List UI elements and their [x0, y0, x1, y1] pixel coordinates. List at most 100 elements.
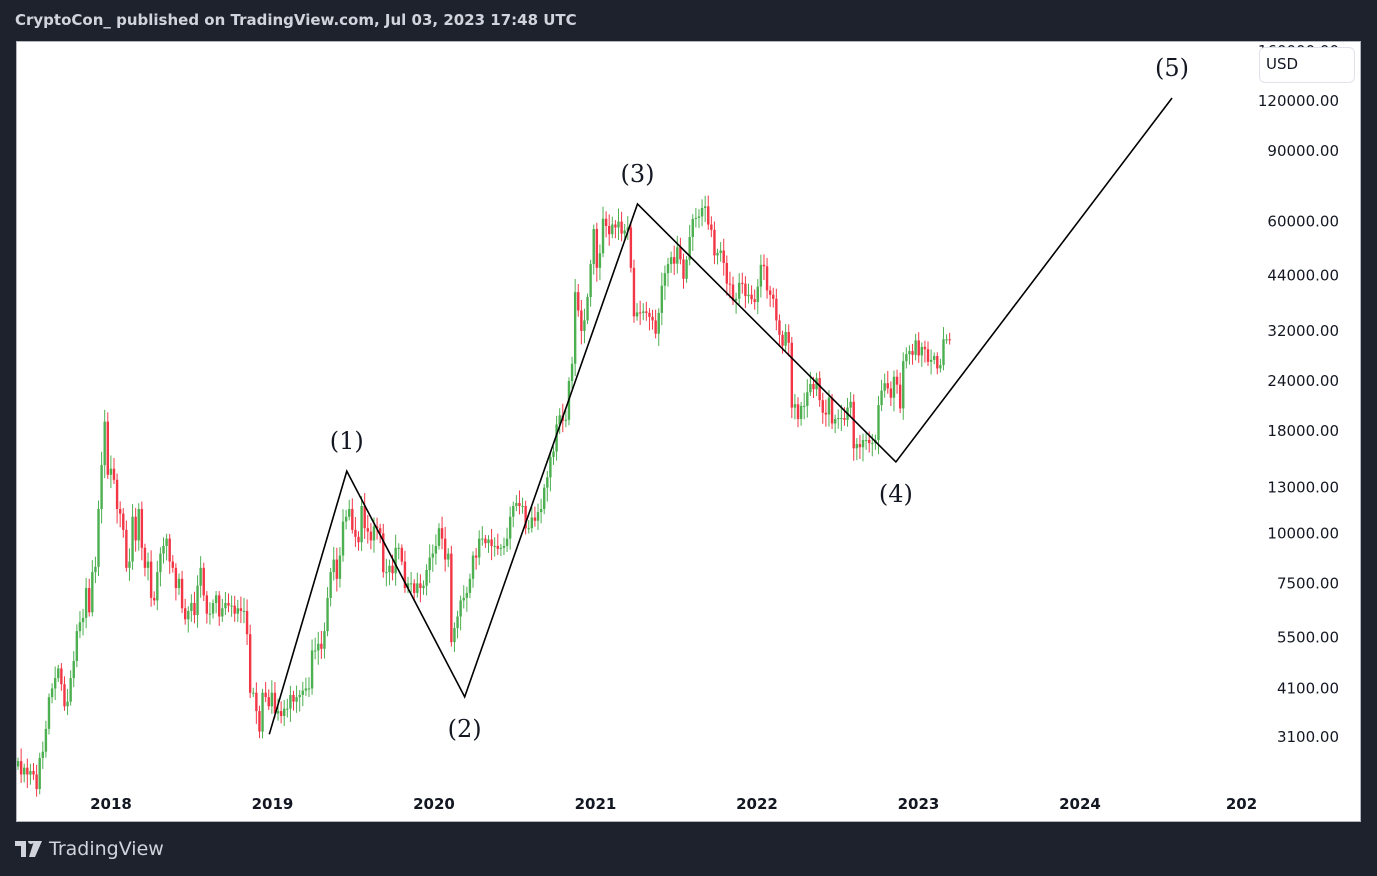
- candle-body: [474, 555, 478, 558]
- candle-body: [803, 405, 806, 407]
- candle-body: [784, 332, 787, 346]
- candle-body: [546, 477, 549, 488]
- candle-body: [63, 684, 66, 707]
- candle-body: [199, 567, 202, 586]
- chart-plot-area[interactable]: 160000.00120000.0090000.0060000.0044000.…: [16, 41, 1361, 822]
- candle-body: [722, 250, 725, 263]
- candle-body: [898, 384, 902, 409]
- candle-body: [149, 561, 153, 598]
- candle-body: [202, 567, 205, 596]
- candle-body: [586, 296, 589, 321]
- price-chart[interactable]: 160000.00120000.0090000.0060000.0044000.…: [17, 42, 1361, 822]
- candle-body: [326, 597, 329, 632]
- candle-body: [437, 528, 441, 546]
- y-tick-label: 18000.00: [1267, 422, 1339, 440]
- candle-body: [837, 418, 840, 420]
- y-tick-label: 44000.00: [1267, 267, 1339, 285]
- y-tick-label: 24000.00: [1267, 372, 1339, 390]
- candle-body: [283, 708, 286, 716]
- candle-body: [292, 694, 295, 702]
- candle-body: [357, 536, 360, 543]
- candle-body: [852, 401, 855, 449]
- candle-body: [589, 264, 592, 297]
- candle-body: [304, 688, 308, 691]
- candle-body: [351, 509, 354, 530]
- candle-body: [313, 650, 317, 652]
- candle-body: [484, 538, 487, 544]
- candle-body: [493, 545, 496, 547]
- candle-body: [183, 608, 187, 620]
- candle-body: [948, 339, 951, 341]
- candle-body: [409, 583, 413, 585]
- candle-body: [942, 339, 945, 366]
- candle-body: [923, 346, 927, 350]
- x-tick-label: 2022: [736, 795, 778, 813]
- candle-body: [697, 216, 701, 218]
- candle-body: [663, 273, 667, 286]
- candle-body: [106, 421, 109, 475]
- candle-body: [354, 529, 357, 537]
- wave-label: (3): [620, 160, 654, 188]
- candle-body: [738, 282, 741, 299]
- candle-body: [276, 711, 280, 714]
- candle-body: [660, 285, 664, 313]
- currency-label[interactable]: USD: [1259, 47, 1355, 83]
- candle-body: [759, 264, 763, 287]
- candle-body: [688, 237, 691, 260]
- candle-body: [521, 506, 524, 508]
- candle-body: [508, 516, 512, 539]
- candle-body: [700, 207, 704, 217]
- candle-body: [496, 545, 499, 549]
- candle-body: [332, 559, 335, 573]
- candle-body: [103, 421, 106, 466]
- candle-body: [642, 311, 645, 313]
- y-tick-label: 60000.00: [1267, 213, 1339, 231]
- candle-body: [159, 553, 162, 573]
- candle-body: [125, 529, 128, 568]
- candle-body: [558, 415, 561, 425]
- candle-body: [502, 545, 506, 548]
- candle-body: [196, 585, 199, 616]
- candle-body: [239, 608, 243, 611]
- candle-body: [799, 405, 803, 419]
- candle-body: [286, 708, 289, 710]
- candle-body: [344, 516, 348, 522]
- candle-body: [115, 479, 119, 510]
- candle-body: [583, 320, 586, 331]
- tradingview-logo-icon: [15, 841, 42, 857]
- candle-body: [60, 668, 63, 685]
- candle-body: [208, 613, 212, 615]
- candle-body: [335, 559, 339, 579]
- candle-body: [406, 583, 410, 589]
- candle-body: [375, 526, 379, 529]
- candle-body: [156, 572, 159, 601]
- candle-body: [833, 418, 837, 424]
- candle-body: [242, 610, 246, 612]
- candle-body: [94, 566, 97, 573]
- candle-body: [91, 572, 94, 613]
- y-tick-label: 90000.00: [1267, 142, 1339, 160]
- candle-body: [165, 538, 168, 546]
- candle-body: [112, 468, 116, 480]
- candle-body: [536, 512, 540, 521]
- candle-body: [635, 312, 639, 317]
- candle-body: [372, 526, 376, 541]
- candle-body: [778, 320, 781, 335]
- candle-body: [190, 602, 193, 611]
- y-tick-label: 13000.00: [1267, 479, 1339, 497]
- candle-body: [515, 503, 518, 507]
- candle-body: [543, 487, 546, 510]
- candle-body: [369, 531, 373, 541]
- candle-body: [614, 224, 617, 228]
- x-tick-label: 2020: [413, 795, 455, 813]
- candle-body: [595, 228, 599, 268]
- candle-body: [685, 259, 688, 279]
- candle-body: [608, 225, 611, 235]
- candle-body: [673, 257, 676, 264]
- candle-body: [295, 697, 298, 702]
- candle-body: [245, 610, 249, 635]
- candle-body: [623, 230, 626, 234]
- y-tick-label: 120000.00: [1258, 92, 1339, 110]
- candle-body: [382, 533, 385, 573]
- tradingview-logo[interactable]: TradingView: [15, 838, 164, 860]
